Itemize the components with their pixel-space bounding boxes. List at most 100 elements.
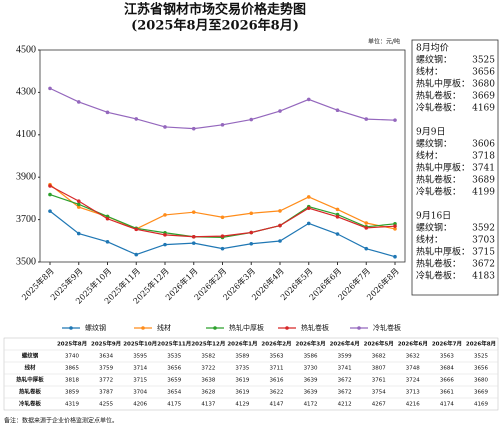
table-header: 2025年8月	[57, 340, 87, 348]
table-cell: 4319	[65, 402, 79, 408]
table-cell: 3525	[474, 354, 488, 360]
data-point	[278, 239, 282, 243]
table-row-label: 热轧中厚板	[16, 376, 44, 384]
table-cell: 3713	[406, 390, 420, 396]
data-point	[364, 221, 369, 225]
table-header: 2026年5月	[364, 340, 394, 348]
data-point	[163, 213, 167, 217]
panel-name: 热轧卷板：	[416, 174, 461, 186]
table-cell: 3656	[167, 366, 181, 372]
table-cell: 3818	[65, 378, 79, 384]
table-cell: 3599	[338, 354, 352, 360]
table-cell: 3661	[440, 390, 454, 396]
y-tick-label: 3500	[16, 256, 36, 267]
table-cell: 4206	[133, 402, 147, 408]
table-cell: 3616	[270, 378, 284, 384]
data-point	[306, 97, 311, 102]
table-cell: 3639	[304, 378, 318, 384]
table-header: 2026年6月	[398, 340, 428, 348]
y-tick-label: 3900	[16, 171, 36, 182]
data-point	[76, 231, 81, 236]
panel-name: 线材：	[416, 150, 443, 162]
data-point	[335, 207, 340, 212]
data-point	[249, 241, 254, 246]
data-point	[249, 117, 254, 122]
legend-label: 热轧卷板	[301, 323, 329, 332]
table-cell: 4175	[167, 402, 181, 408]
legend-label: 热轧中厚板	[229, 323, 264, 332]
table-cell: 3632	[406, 354, 420, 360]
table-row-label: 螺纹钢	[22, 352, 39, 360]
table-row-label: 冷轧卷板	[19, 400, 42, 408]
data-point	[364, 246, 369, 251]
legend-marker	[357, 326, 361, 330]
panel-value: 3741	[472, 164, 495, 174]
table-cell: 4172	[304, 402, 318, 408]
panel-value: 3592	[472, 224, 495, 234]
table-cell: 3761	[372, 378, 386, 384]
data-point	[306, 195, 311, 199]
data-point	[335, 232, 340, 236]
table-cell: 3622	[270, 390, 284, 396]
legend-marker	[213, 326, 217, 330]
data-point	[163, 125, 167, 129]
data-point	[220, 246, 225, 251]
data-point	[48, 192, 52, 197]
legend-label: 螺纹钢	[85, 323, 106, 332]
table-cell: 3619	[235, 378, 249, 384]
table-cell: 3724	[406, 378, 420, 384]
data-point	[306, 221, 311, 226]
table-row-label: 线材	[24, 364, 36, 372]
data-point	[249, 211, 254, 216]
data-point	[278, 209, 282, 213]
data-point	[191, 241, 196, 245]
data-point	[105, 240, 110, 244]
panel-title: 8月均价	[416, 42, 449, 54]
panel-title: 9月9日	[416, 127, 445, 138]
data-point	[105, 110, 110, 115]
panel-name: 热轧中厚板：	[416, 78, 470, 90]
table-cell: 3759	[99, 366, 113, 372]
data-point	[105, 216, 110, 221]
legend-label: 冷轧卷板	[373, 323, 401, 332]
table-cell: 3714	[133, 366, 147, 372]
data-point	[48, 184, 52, 188]
table-cell: 4174	[440, 402, 454, 408]
panel-value: 3656	[472, 68, 495, 78]
panel-name: 螺纹钢：	[416, 222, 452, 234]
table-cell: 3722	[201, 366, 215, 372]
panel-value: 4199	[472, 188, 495, 198]
data-point	[306, 206, 311, 210]
table-cell: 3748	[406, 366, 420, 372]
table-header: 2025年12月	[191, 340, 225, 348]
panel-name: 线材：	[416, 234, 443, 246]
y-tick-label: 4300	[16, 87, 36, 98]
data-point	[278, 223, 282, 228]
panel-value: 3606	[472, 140, 495, 150]
table-cell: 3672	[338, 378, 352, 384]
data-point	[220, 234, 225, 238]
panel-name: 热轧中厚板：	[416, 162, 470, 174]
unit-label: 单位：元/吨	[368, 38, 400, 46]
table-cell: 4147	[270, 402, 284, 408]
y-tick-label: 4100	[16, 129, 36, 140]
table-cell: 3595	[133, 354, 147, 360]
table-header: 2026年1月	[227, 340, 257, 348]
table-cell: 3669	[474, 390, 488, 396]
data-point	[335, 108, 340, 113]
table-header: 2026年7月	[432, 340, 462, 348]
table-cell: 3741	[338, 366, 352, 372]
table-cell: 3586	[304, 354, 318, 360]
panel-name: 热轧卷板：	[416, 258, 461, 270]
table-header: 2026年2月	[261, 340, 291, 348]
data-point	[163, 233, 167, 237]
table-cell: 3787	[99, 390, 113, 396]
panel-name: 螺纹钢：	[416, 54, 452, 66]
panel-value: 3672	[472, 260, 495, 270]
panel-value: 3689	[472, 176, 495, 186]
panel-name: 冷轧卷板：	[416, 186, 461, 198]
table-cell: 3659	[167, 378, 181, 384]
y-tick-label: 4500	[16, 44, 36, 55]
data-point	[163, 242, 167, 247]
data-point	[134, 227, 139, 232]
